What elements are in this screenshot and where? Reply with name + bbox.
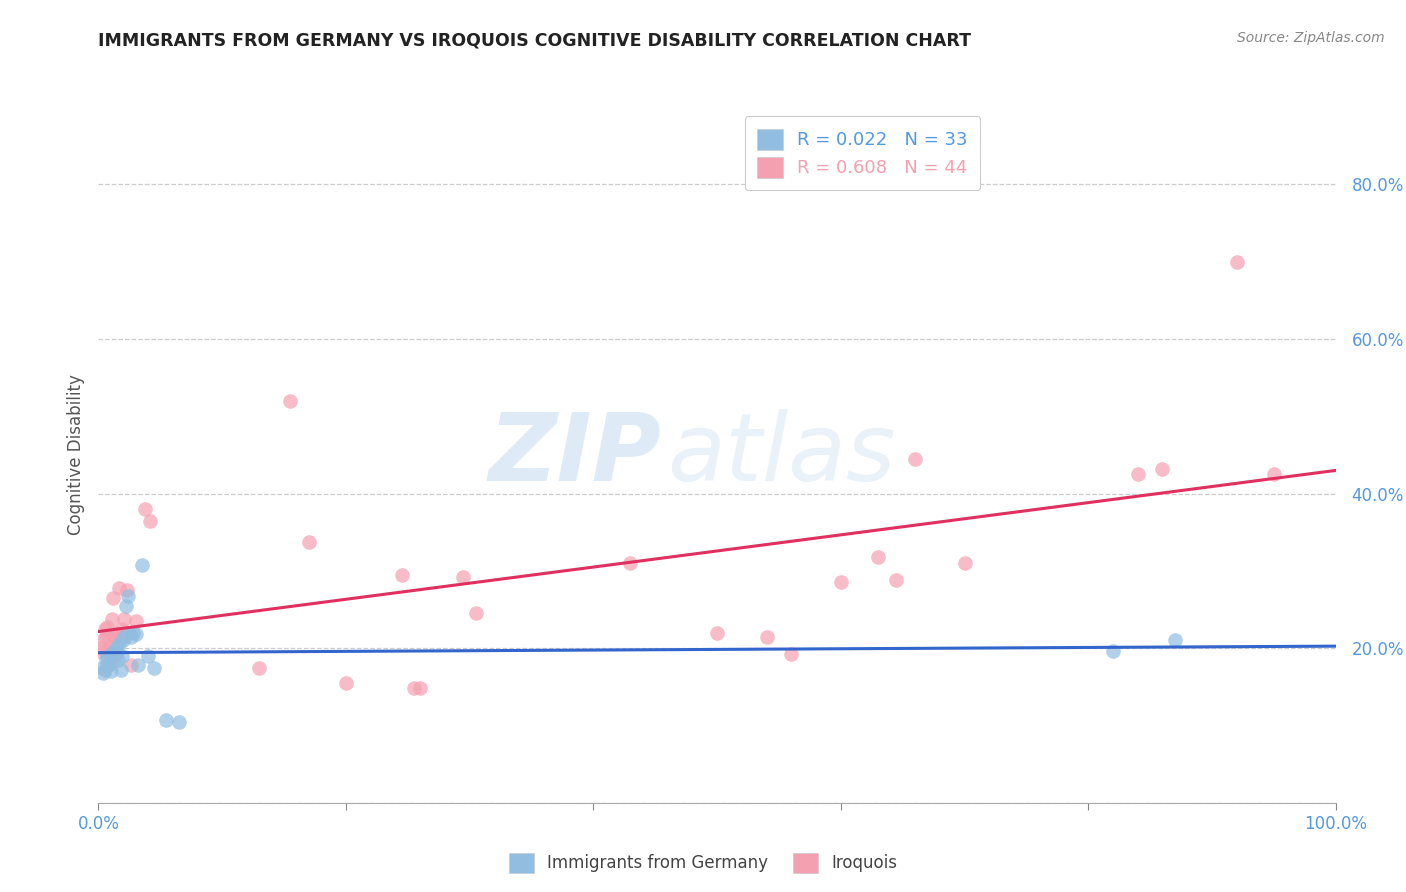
Point xyxy=(167,714,190,729)
Point xyxy=(94,630,117,644)
Point xyxy=(107,653,129,667)
Point xyxy=(391,567,413,582)
Point xyxy=(104,625,127,640)
Point xyxy=(98,657,121,671)
Point xyxy=(118,625,141,640)
Point xyxy=(780,648,803,662)
Point xyxy=(866,549,889,564)
Point xyxy=(103,645,125,659)
Point xyxy=(101,648,124,662)
Point xyxy=(134,502,156,516)
Point xyxy=(96,619,118,633)
Point xyxy=(143,660,166,674)
Point xyxy=(1152,462,1174,476)
Point xyxy=(464,607,486,621)
Point xyxy=(298,534,321,549)
Y-axis label: Cognitive Disability: Cognitive Disability xyxy=(66,375,84,535)
Point xyxy=(155,713,177,727)
Point xyxy=(93,633,115,648)
Point xyxy=(114,599,136,613)
Point xyxy=(96,650,118,665)
Point xyxy=(103,650,125,665)
Point xyxy=(98,633,121,648)
Point xyxy=(112,633,135,648)
Text: IMMIGRANTS FROM GERMANY VS IROQUOIS COGNITIVE DISABILITY CORRELATION CHART: IMMIGRANTS FROM GERMANY VS IROQUOIS COGN… xyxy=(98,31,972,49)
Point xyxy=(904,451,927,466)
Point xyxy=(706,625,728,640)
Point xyxy=(335,676,357,690)
Legend: R = 0.022   N = 33, R = 0.608   N = 44: R = 0.022 N = 33, R = 0.608 N = 44 xyxy=(745,116,980,190)
Point xyxy=(402,681,425,696)
Point xyxy=(1164,633,1187,648)
Point xyxy=(93,665,115,680)
Text: Source: ZipAtlas.com: Source: ZipAtlas.com xyxy=(1237,31,1385,45)
Point xyxy=(120,630,142,644)
Point xyxy=(97,658,120,673)
Point xyxy=(93,622,115,636)
Point xyxy=(112,630,135,644)
Point xyxy=(100,650,122,665)
Point xyxy=(94,653,117,667)
Point xyxy=(122,625,145,640)
Point xyxy=(409,681,432,696)
Legend: Immigrants from Germany, Iroquois: Immigrants from Germany, Iroquois xyxy=(502,847,904,880)
Point xyxy=(127,658,149,673)
Text: atlas: atlas xyxy=(668,409,896,500)
Point xyxy=(101,612,124,626)
Point xyxy=(124,627,146,641)
Point xyxy=(886,573,908,587)
Point xyxy=(97,642,120,657)
Point xyxy=(1126,467,1149,482)
Point xyxy=(104,641,127,656)
Point xyxy=(278,393,301,408)
Text: ZIP: ZIP xyxy=(488,409,661,501)
Point xyxy=(120,658,142,673)
Point xyxy=(139,514,162,528)
Point xyxy=(90,641,112,656)
Point xyxy=(136,648,159,663)
Point xyxy=(755,630,778,644)
Point xyxy=(1102,644,1125,658)
Point xyxy=(453,570,475,584)
Point xyxy=(111,622,134,636)
Point xyxy=(108,581,131,595)
Point xyxy=(115,583,138,598)
Point xyxy=(247,660,270,674)
Point xyxy=(1263,467,1285,482)
Point xyxy=(131,558,153,572)
Point xyxy=(103,591,125,605)
Point xyxy=(953,556,976,570)
Point xyxy=(1226,254,1249,268)
Point xyxy=(124,614,146,628)
Point xyxy=(108,637,131,651)
Point xyxy=(100,665,122,679)
Point xyxy=(105,645,128,659)
Point xyxy=(103,630,125,644)
Point xyxy=(105,627,128,641)
Point xyxy=(619,556,641,570)
Point xyxy=(830,575,852,590)
Point xyxy=(112,612,135,626)
Point xyxy=(110,663,132,677)
Point xyxy=(117,589,139,603)
Point xyxy=(91,660,114,674)
Point xyxy=(93,663,115,677)
Point xyxy=(91,645,114,659)
Point xyxy=(111,648,134,663)
